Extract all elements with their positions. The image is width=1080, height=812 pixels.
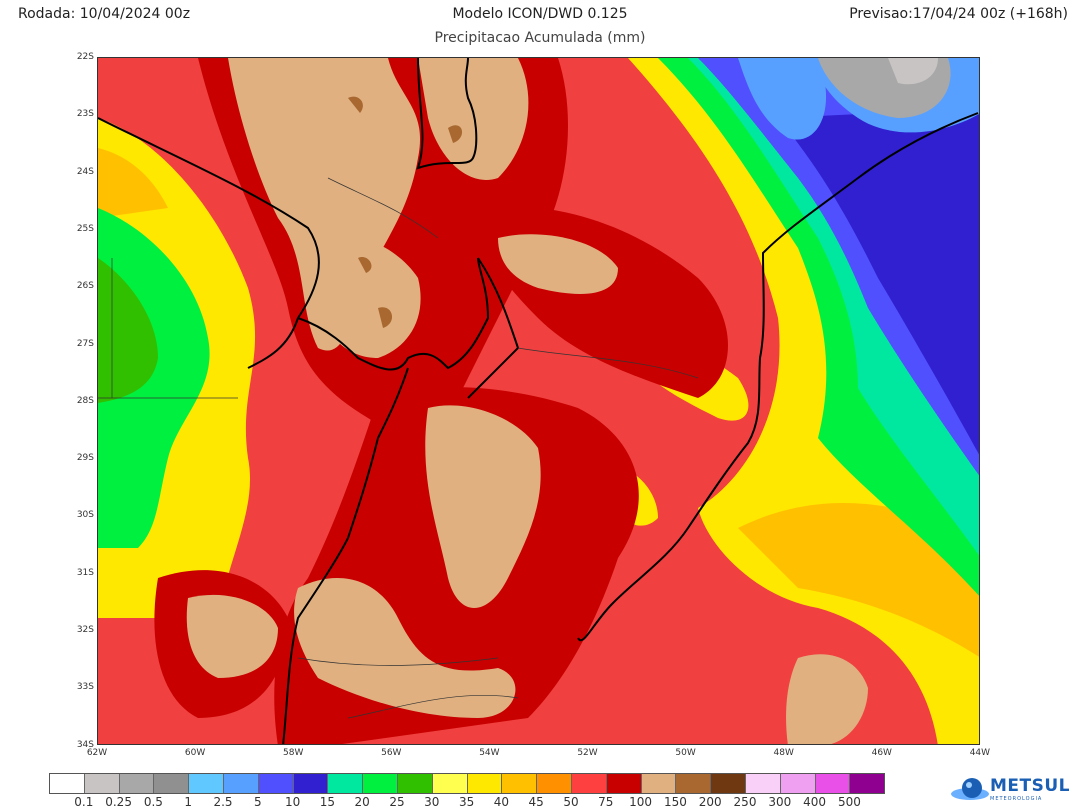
precipitation-map xyxy=(97,57,980,745)
legend-swatch xyxy=(815,774,851,793)
legend-label: 0.5 xyxy=(143,795,163,809)
legend-swatch xyxy=(606,774,642,793)
legend-swatch xyxy=(119,774,155,793)
lat-tick-label: 26S xyxy=(76,281,94,292)
legend-swatch xyxy=(328,774,364,793)
legend-label: 0.25 xyxy=(105,795,132,809)
lat-tick-label: 29S xyxy=(76,453,94,464)
legend-label: 150 xyxy=(663,795,687,809)
lat-tick-label: 30S xyxy=(76,510,94,521)
country-border xyxy=(98,58,490,744)
map-subtitle: Precipitacao Acumulada (mm) xyxy=(434,30,646,46)
left-orange xyxy=(98,148,168,218)
beige-zones xyxy=(228,58,421,351)
logo-tagline: METEOROLOGIA xyxy=(990,796,1043,802)
lat-tick-label: 31S xyxy=(76,567,94,578)
legend-swatch xyxy=(467,774,503,793)
legend-label: 2.5 xyxy=(213,795,233,809)
lat-tick-label: 27S xyxy=(76,338,94,349)
lat-tick-label: 24S xyxy=(76,166,94,177)
lat-tick-label: 22S xyxy=(76,52,94,62)
lon-tick-label: 54W xyxy=(479,748,500,758)
globe-icon xyxy=(951,778,989,800)
legend-label: 10 xyxy=(284,795,301,809)
legend-label: 0.1 xyxy=(74,795,94,809)
legend-swatch xyxy=(676,774,712,793)
legend-swatch xyxy=(711,774,746,793)
legend-swatch xyxy=(432,774,468,793)
legend-label: 100 xyxy=(629,795,653,809)
legend-swatch xyxy=(293,774,329,793)
legend-label: 25 xyxy=(389,795,405,809)
legend-swatch xyxy=(571,774,607,793)
legend-label: 40 xyxy=(493,795,510,809)
logo-name: METSUL xyxy=(990,776,1071,796)
legend-swatch xyxy=(84,774,120,793)
model-name: Modelo ICON/DWD 0.125 xyxy=(452,6,628,22)
legend-swatch xyxy=(745,774,781,793)
legend-label: 50 xyxy=(563,795,579,809)
legend-label: 5 xyxy=(253,795,262,809)
lon-tick-label: 44W xyxy=(969,748,991,758)
coastline xyxy=(577,112,979,642)
forecast-time: Previsao:17/04/24 00z (+168h) xyxy=(849,6,1068,22)
legend-label: 400 xyxy=(803,795,827,809)
legend-swatch xyxy=(397,774,433,793)
lon-tick-label: 46W xyxy=(871,748,892,758)
lon-tick-label: 56W xyxy=(381,748,402,758)
legend-label: 75 xyxy=(598,795,614,809)
legend-label: 30 xyxy=(424,795,440,809)
legend-label: 15 xyxy=(319,795,336,809)
legend-swatch xyxy=(50,774,85,793)
lat-tick-label: 33S xyxy=(76,682,94,693)
lat-tick-label: 34S xyxy=(76,739,94,750)
legend-swatch xyxy=(537,774,572,793)
legend-swatch xyxy=(850,774,885,793)
legend-label: 500 xyxy=(837,795,861,809)
legend-label: 45 xyxy=(528,795,544,809)
lon-tick-label: 48W xyxy=(773,748,794,758)
legend-swatch xyxy=(189,774,224,793)
legend-label: 250 xyxy=(733,795,757,809)
lat-tick-label: 23S xyxy=(76,109,94,120)
lon-tick-label: 62W xyxy=(86,748,108,758)
lat-tick-label: 32S xyxy=(76,625,94,635)
legend-swatch xyxy=(780,774,816,793)
metsul-logo: METSUL METEOROLOGIA xyxy=(950,776,1070,802)
run-date: Rodada: 10/04/2024 00z xyxy=(18,6,191,22)
legend-label: 300 xyxy=(768,795,792,809)
lon-tick-label: 60W xyxy=(184,748,206,758)
legend-swatch xyxy=(641,774,677,793)
lon-tick-label: 52W xyxy=(577,748,598,758)
color-legend xyxy=(49,773,886,794)
legend-label: 35 xyxy=(458,795,475,809)
legend-label: 20 xyxy=(354,795,370,809)
legend-swatch xyxy=(502,774,538,793)
legend-label: 200 xyxy=(698,795,722,809)
legend-swatch xyxy=(258,774,294,793)
lon-tick-label: 50W xyxy=(675,748,696,758)
lat-tick-label: 28S xyxy=(76,395,94,406)
legend-swatch xyxy=(223,774,259,793)
lat-tick-label: 25S xyxy=(76,223,94,234)
legend-label: 1 xyxy=(184,795,192,809)
lon-tick-label: 58W xyxy=(283,748,304,758)
legend-swatch xyxy=(154,774,190,793)
legend-swatch xyxy=(363,774,398,793)
